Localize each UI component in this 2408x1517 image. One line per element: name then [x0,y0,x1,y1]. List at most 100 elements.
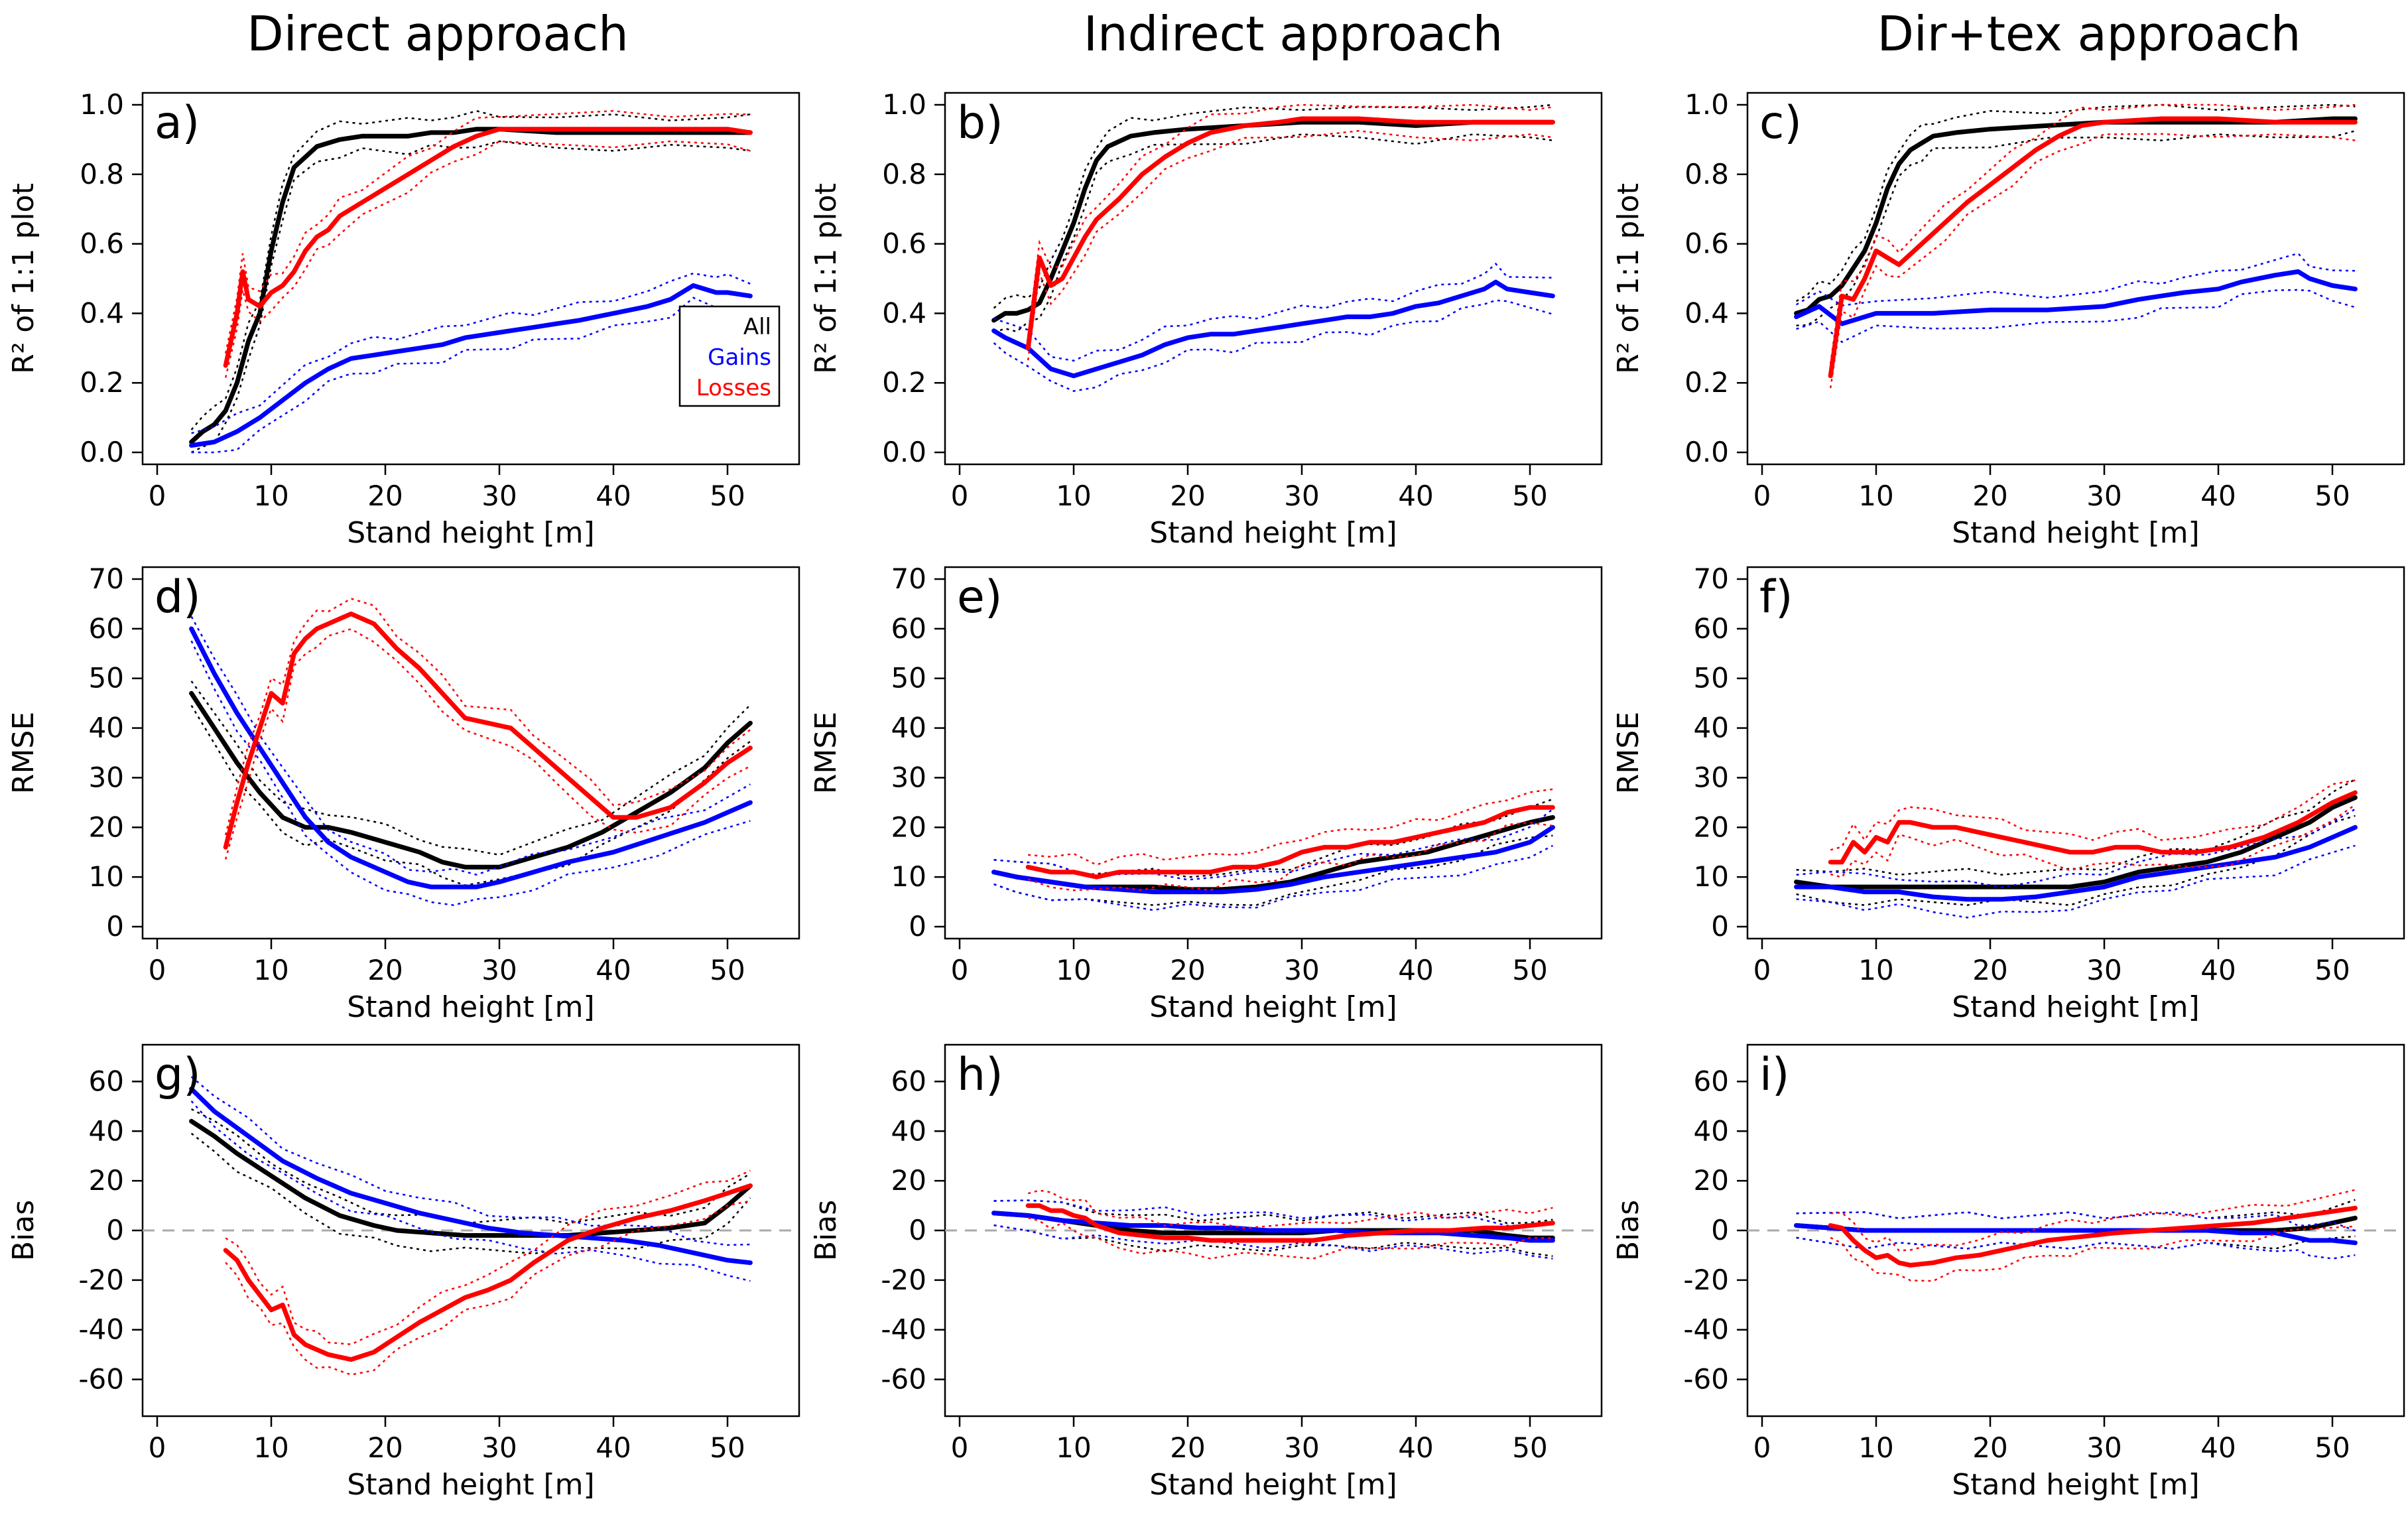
panel-a: 0 10 20 30 40 50 0.0 0.2 0.4 0.6 0.8 1.0 Stand heigh… [7,88,800,550]
x-tick-label: 20 [1170,954,1205,986]
plot-frame [1746,92,2405,466]
panel-label: d) [155,571,201,624]
y-tick-label: 10 [89,860,124,893]
series-gains-lower-band [993,844,1553,911]
series-losses-upper-band [1027,1189,1553,1229]
x-tick-label: 30 [1284,480,1319,512]
x-tick-label: 30 [2086,480,2122,512]
x-tick-label: 50 [710,1431,745,1464]
series-losses-lower-band [1829,133,2356,389]
y-axis-label: R² of 1:1 plot [1612,183,1645,374]
series-losses-upper-band [224,109,751,354]
y-tick-label: -20 [1683,1264,1729,1296]
series-losses-lower-band [1830,1225,2356,1282]
y-axis-label: R² of 1:1 plot [7,183,40,374]
x-axis-label: Stand height [m] [347,1468,594,1502]
legend-item-all: All [743,314,771,340]
y-tick-label: -60 [881,1363,926,1396]
y-axis-label: Bias [7,1200,40,1261]
series-losses-line [1025,116,1555,351]
series-gains-upper-band [1796,808,2356,888]
series-gains-upper-band [993,1199,1553,1227]
x-tick-label: 0 [149,954,166,986]
x-tick-label: 0 [1753,1431,1771,1464]
series-all-lower-band [1796,815,2356,906]
x-tick-label: 0 [951,954,969,986]
y-tick-label: 0.4 [80,297,124,329]
x-axis-label: Stand height [m] [1149,516,1397,550]
series-all-line [991,119,1555,323]
series-gains-line [189,1087,753,1266]
series-gains-lower-band [1796,289,2356,344]
series-all-lower-band [190,1132,751,1255]
series-losses-line [1025,1203,1555,1243]
series-gains-upper-band [1795,252,2356,306]
x-tick-label: 0 [951,480,969,512]
series-losses-line [1828,790,2358,865]
column-title-direct: Direct approach [247,6,628,62]
series-gains-lower-band [190,640,751,906]
series-gains-lower-band [1796,1236,2356,1260]
y-tick-label: 20 [1694,811,1729,843]
x-tick-label: 40 [2200,954,2236,986]
x-tick-label: 30 [1284,954,1319,986]
x-tick-label: 10 [1858,1431,1893,1464]
panel-c: 0 10 20 30 40 50 0.0 0.2 0.4 0.6 0.8 1.0 Stand heigh… [1612,88,2405,550]
y-tick-label: 50 [1694,662,1729,694]
series-all-upper-band [190,109,751,430]
plot-frame [1746,566,2405,940]
x-axis-label: Stand height [m] [347,516,594,550]
x-axis-label: Stand height [m] [1952,516,2199,550]
x-tick-label: 0 [1753,954,1771,986]
y-tick-label: 70 [891,562,926,595]
series-losses-lower-band [1027,130,1553,361]
y-tick-label: 1.0 [80,88,124,121]
series-losses-lower-band [225,1200,751,1376]
plot-frame [141,566,800,940]
column-title-dirtex: Dir+tex approach [1877,6,2301,62]
x-tick-label: 10 [1056,1431,1091,1464]
y-tick-label: 1.0 [882,88,926,121]
series-gains-lower-band [190,1100,751,1282]
series-gains-line [1794,824,2358,902]
series-gains-lower-band [1796,844,2356,919]
series-losses-line [1828,1205,2358,1268]
y-tick-label: 40 [1694,1114,1729,1147]
y-tick-label: 10 [1694,860,1729,893]
y-axis-label: RMSE [7,712,40,794]
y-tick-label: 0 [1711,1214,1729,1246]
y-tick-label: 60 [89,1065,124,1097]
y-tick-label: 30 [89,761,124,793]
series-gains-upper-band [993,262,1553,362]
y-axis-label: RMSE [1612,712,1645,794]
y-tick-label: 60 [891,612,926,645]
y-tick-label: 0.0 [80,436,124,468]
y-tick-label: 50 [89,662,124,694]
y-tick-label: 0.2 [882,366,926,399]
x-tick-label: 50 [2314,954,2350,986]
x-tick-label: 20 [367,480,403,512]
panels: 0 10 20 30 40 50 0.0 0.2 0.4 0.6 0.8 1.0 Stand heigh… [7,88,2405,1502]
y-tick-label: -40 [1683,1313,1729,1346]
series-all-line [1794,116,2358,316]
y-tick-label: -60 [78,1363,124,1396]
series-all-upper-band [1795,103,2356,302]
x-tick-label: 0 [149,1431,166,1464]
y-tick-label: 10 [891,860,926,893]
x-tick-label: 10 [1858,480,1893,512]
series-gains-upper-band [993,808,1554,881]
series-losses-line [1828,116,2358,379]
y-tick-label: 0.0 [882,436,926,468]
series-gains-lower-band [191,297,751,454]
series-losses-lower-band [1830,804,2356,879]
y-tick-label: 20 [891,1164,926,1197]
x-tick-label: 40 [1398,954,1433,986]
series-all-upper-band [993,1199,1553,1224]
series-gains-line [189,283,753,448]
plot-frame [141,92,800,466]
x-tick-label: 20 [1972,480,2007,512]
x-tick-label: 20 [1170,480,1205,512]
series-all-upper-band [1796,778,2356,876]
x-tick-label: 50 [1512,954,1547,986]
y-tick-label: 0.6 [1684,228,1729,260]
